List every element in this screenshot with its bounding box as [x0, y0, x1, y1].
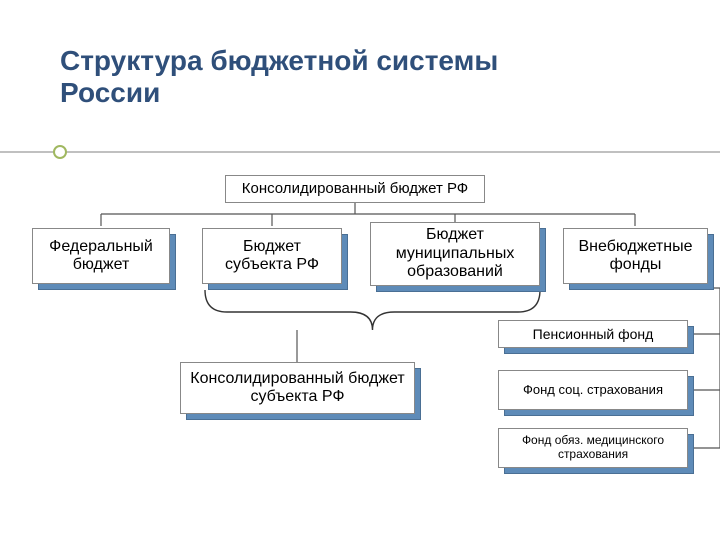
- social-label: Фонд соц. страхования: [523, 383, 663, 398]
- subject-label: Бюджет субъекта РФ: [209, 238, 335, 275]
- subject-node: Бюджет субъекта РФ: [202, 228, 342, 284]
- consolidated_subject-label: Консолидированный бюджет субъекта РФ: [187, 370, 408, 407]
- root-label: Консолидированный бюджет РФ: [242, 180, 468, 197]
- title-underline: [0, 151, 720, 153]
- slide-title: Структура бюджетной системы России: [60, 45, 498, 109]
- medical-node: Фонд обяз. медицинского страхования: [498, 428, 688, 468]
- federal-label: Федеральный бюджет: [39, 238, 163, 275]
- municipal-node: Бюджет муниципальных образований: [370, 222, 540, 286]
- medical-label: Фонд обяз. медицинского страхования: [505, 434, 681, 462]
- municipal-label: Бюджет муниципальных образований: [377, 226, 533, 281]
- title-bullet-icon: [53, 145, 67, 159]
- federal-node: Федеральный бюджет: [32, 228, 170, 284]
- funds-node: Внебюджетные фонды: [563, 228, 708, 284]
- pension-node: Пенсионный фонд: [498, 320, 688, 348]
- title-line-2: России: [60, 77, 160, 108]
- consolidated_subject-node: Консолидированный бюджет субъекта РФ: [180, 362, 415, 414]
- social-node: Фонд соц. страхования: [498, 370, 688, 410]
- title-line-1: Структура бюджетной системы: [60, 45, 498, 76]
- pension-label: Пенсионный фонд: [533, 326, 654, 342]
- root-node: Консолидированный бюджет РФ: [225, 175, 485, 203]
- funds-label: Внебюджетные фонды: [570, 238, 701, 275]
